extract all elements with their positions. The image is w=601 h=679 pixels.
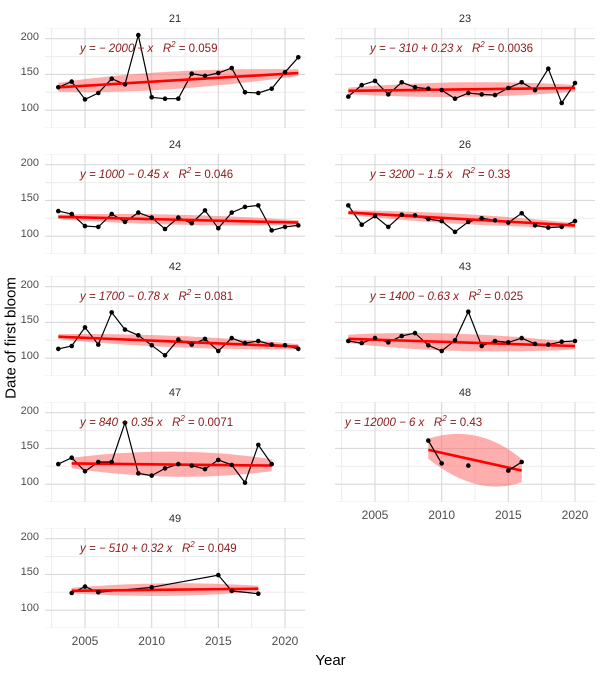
regression-line	[58, 71, 299, 89]
y-axis-tick-150: 150	[20, 192, 39, 205]
x-axis-tick-2010: 2010	[428, 508, 455, 522]
x-axis-tick-2020: 2020	[271, 634, 299, 648]
y-axis-tick-200: 200	[20, 30, 39, 43]
facet-strip-label-24: 24	[168, 139, 182, 151]
facet-strip-label-42: 42	[168, 261, 182, 273]
y-axis-tick-200: 200	[20, 530, 39, 543]
x-axis-tick-2015: 2015	[204, 634, 232, 648]
x-axis-title-text: Year	[315, 652, 346, 669]
facet-panel-48: 48 y = 12000 − 6 x R2 = 0.43	[335, 385, 595, 502]
data-points	[69, 572, 261, 596]
facet-strip-label-21: 21	[168, 13, 182, 25]
plot-area-43	[335, 276, 595, 376]
y-axis-title-text: Date of first bloom	[2, 277, 20, 399]
plot-area-47	[45, 402, 305, 502]
plot-area-48	[335, 402, 595, 502]
x-axis-tick-2015: 2015	[494, 508, 522, 522]
x-axis-title: Year	[0, 652, 601, 669]
plot-area-42	[45, 276, 305, 376]
plot-area-21	[45, 28, 305, 128]
grid-major	[335, 28, 595, 128]
grid-minor	[335, 154, 595, 254]
facet-strip-label-23: 23	[458, 13, 472, 25]
plot-area-26	[335, 154, 595, 254]
y-axis-tick-100: 100	[20, 350, 39, 363]
data-points	[56, 310, 301, 358]
data-points	[346, 203, 578, 235]
x-axis-tick-2005: 2005	[71, 634, 99, 648]
grid-minor	[45, 154, 305, 254]
regression-line	[71, 587, 259, 593]
data-points	[56, 32, 301, 102]
grid-major	[335, 154, 595, 254]
facet-strip-label-48: 48	[458, 387, 472, 399]
plot-area-24	[45, 154, 305, 254]
y-axis-tick-200: 200	[20, 156, 39, 169]
data-segments	[427, 440, 522, 472]
grid-minor	[45, 528, 305, 628]
facet-panel-23: 23 y = − 310 + 0.23 x R2 = 0.0036	[335, 11, 595, 128]
regression-line	[348, 211, 576, 227]
x-axis-tick-2010: 2010	[138, 634, 165, 648]
y-axis-tick-150: 150	[20, 566, 39, 579]
plot-area-23	[335, 28, 595, 128]
regression-line	[71, 462, 272, 467]
regression-line	[428, 448, 522, 472]
grid-major	[335, 276, 595, 376]
grid-major	[45, 528, 305, 628]
grid-major	[45, 154, 305, 254]
regression-line	[348, 337, 576, 348]
facet-panel-49: 49 y = − 510 + 0.32 x R2 = 0.049	[45, 511, 305, 628]
y-axis-tick-200: 200	[20, 404, 39, 417]
facet-panel-43: 43 y = 1400 − 0.63 x R2 = 0.025	[335, 259, 595, 376]
y-axis-tick-100: 100	[20, 476, 39, 489]
y-axis-tick-100: 100	[20, 102, 39, 115]
y-axis-tick-150: 150	[20, 314, 39, 327]
facet-panel-26: 26 y = 3200 − 1.5 x R2 = 0.33	[335, 137, 595, 254]
data-points	[346, 66, 578, 106]
facet-panel-47: 47 y = 840 − 0.35 x R2 = 0.0071	[45, 385, 305, 502]
facet-strip-label-26: 26	[458, 139, 472, 151]
grid-major	[45, 276, 305, 376]
data-points	[56, 420, 274, 485]
x-axis-tick-2020: 2020	[561, 508, 589, 522]
x-axis-tick-2005: 2005	[361, 508, 389, 522]
y-axis-tick-150: 150	[20, 440, 39, 453]
grid-major	[45, 402, 305, 502]
facet-strip-label-43: 43	[458, 261, 472, 273]
facet-strip-label-47: 47	[168, 387, 182, 399]
facet-panel-42: 42 y = 1700 − 0.78 x R2 = 0.081	[45, 259, 305, 376]
facet-panel-24: 24 y = 1000 − 0.45 x R2 = 0.046	[45, 137, 305, 254]
data-polyline	[347, 67, 576, 105]
plot-area-49	[45, 528, 305, 628]
data-points	[346, 309, 578, 354]
y-axis-tick-100: 100	[20, 602, 39, 615]
y-axis-tick-100: 100	[20, 228, 39, 241]
grid-minor	[335, 28, 595, 128]
data-points	[56, 203, 301, 233]
grid-minor	[335, 276, 595, 376]
regression-line	[348, 86, 576, 93]
facet-strip-label-49: 49	[168, 513, 182, 525]
facet-panel-21: 21 y = − 2000 + x R2 = 0.059	[45, 11, 305, 128]
y-axis-tick-200: 200	[20, 278, 39, 291]
y-axis-tick-150: 150	[20, 66, 39, 79]
